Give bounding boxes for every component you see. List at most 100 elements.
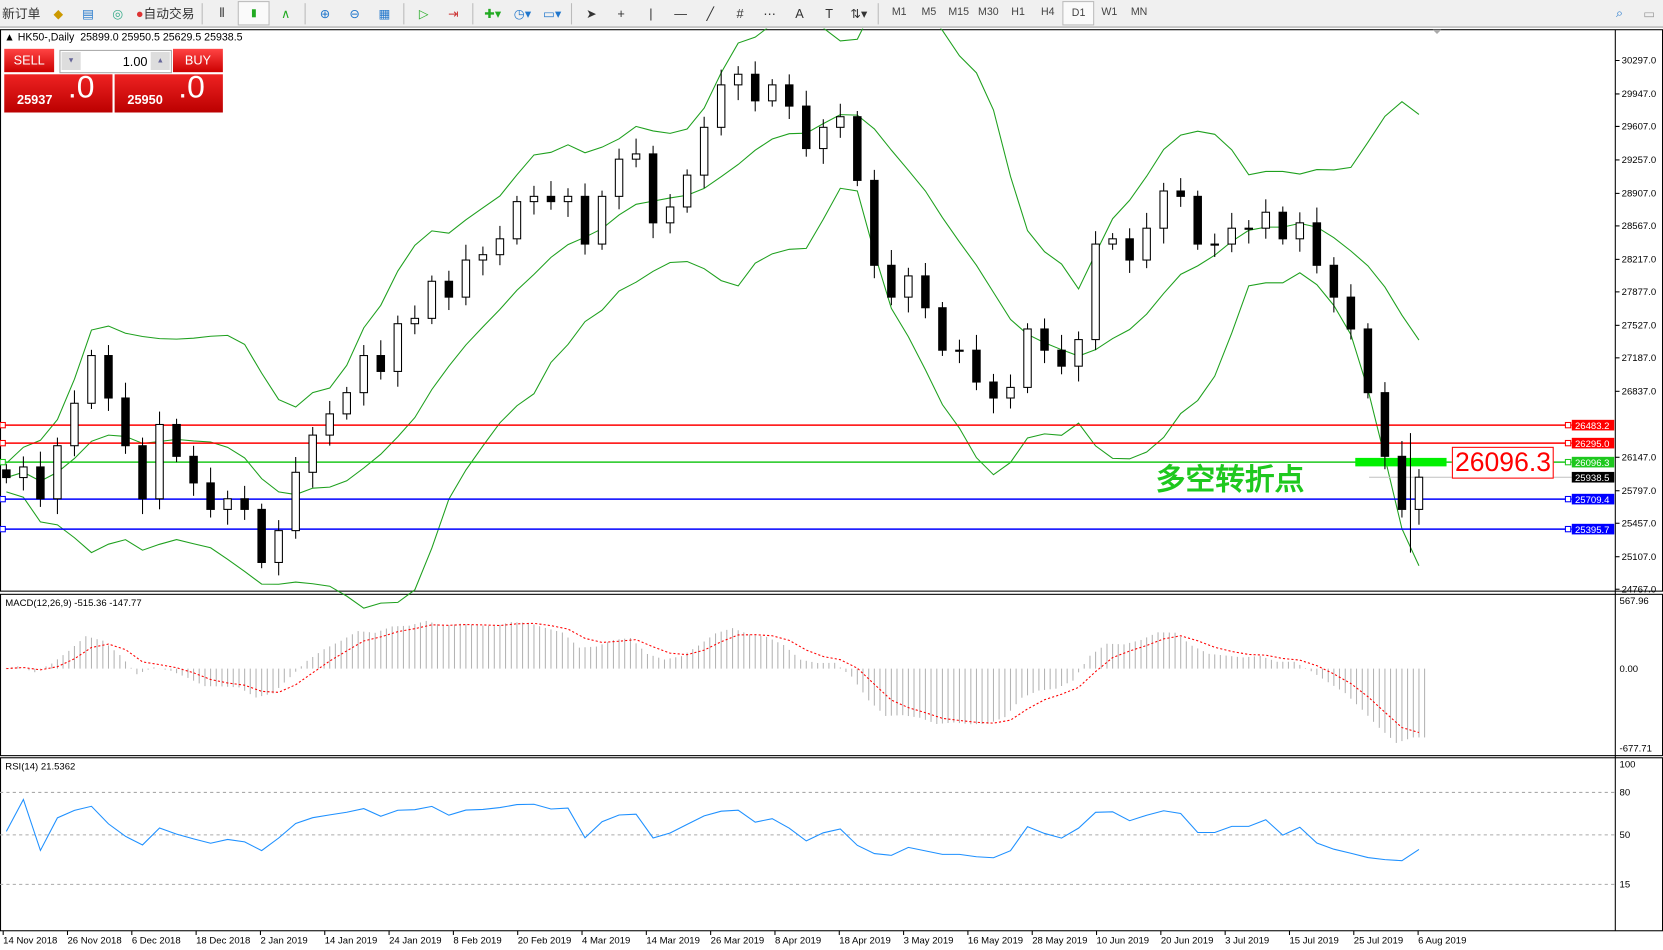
y-tick-label: 27877.0 [1622,287,1657,298]
timeframe-h1[interactable]: H1 [1011,6,1025,19]
line-chart-icon[interactable]: ∧ [281,5,291,21]
candle-body [921,275,930,309]
timeframe-m5[interactable]: M5 [921,6,937,19]
fibonacci-icon[interactable]: # [736,5,744,21]
x-tick-label: 14 Nov 2018 [3,935,57,946]
signal-icon[interactable]: ◎ [112,5,124,21]
candle [955,339,964,364]
price-label-bg [1571,493,1615,505]
candle [155,411,164,510]
sell-button[interactable]: SELL [4,48,55,73]
candle-body [1312,222,1322,266]
period-icon[interactable]: ◷▾ [513,5,532,21]
macd-title: MACD(12,26,9) -515.36 -147.77 [5,598,141,609]
candle-body [1074,339,1083,367]
chat-icon[interactable]: ▭ [1643,5,1656,21]
separator [403,2,405,24]
auto-trading-button[interactable]: ● 自动交易 [134,2,197,24]
timeframe-d1[interactable]: D1 [1062,1,1095,26]
y-tick-label: 27527.0 [1622,321,1657,332]
candle [427,275,437,325]
candle-body [733,73,743,86]
candle-body [53,445,62,500]
toolbar: 新订单 ◆ ▤ ◎ ● 自动交易 ⫴ ▮ ∧ ⊕ ⊖ ▦ ▷ ⇥ ✚▾ ◷▾ ▭▾… [0,0,1663,28]
candle-body [904,275,913,298]
zoom-out-icon[interactable]: ⊖ [349,5,361,21]
x-tick-label: 4 Mar 2019 [582,935,630,946]
buy-button[interactable]: BUY [172,48,223,73]
candle-body [989,381,998,399]
candle-body [1397,455,1407,510]
candle [1312,207,1322,274]
macd-tick-label: 0.00 [1620,664,1639,675]
templates-icon[interactable]: ▭▾ [542,5,562,21]
sell-price-pips: .0 [67,74,95,106]
arrows-icon[interactable]: ⇅▾ [850,5,868,21]
candle-body [716,84,726,128]
lots-decrease-icon[interactable]: ▼ [61,52,81,71]
candle [359,345,369,406]
candle-body [138,445,147,500]
history-icon[interactable]: ◆ [53,5,64,21]
x-tick-label: 2 Jan 2019 [260,935,307,946]
collapse-icon[interactable]: ▲ [4,31,15,44]
candle [1227,212,1236,253]
horizontal-line-icon[interactable]: — [674,5,687,21]
fibo-fan-icon[interactable]: ⋯ [763,5,777,21]
tile-windows-icon[interactable]: ▦ [378,5,391,21]
buy-price-button[interactable]: 25950 .0 [114,74,223,113]
candle-body [240,498,249,510]
candle-body [121,397,130,447]
y-tick-label: 30297.0 [1622,56,1657,67]
candle-body [223,498,232,510]
candle-body [614,158,624,197]
crosshair-icon[interactable]: + [617,5,625,21]
candle [802,90,811,157]
trendline-icon[interactable]: ╱ [706,5,715,21]
text-icon[interactable]: A [795,5,804,21]
search-icon[interactable]: ⌕ [1615,5,1624,21]
vertical-line-icon[interactable]: | [649,5,653,21]
line-handle [0,495,6,503]
price-label-bg [1571,471,1615,483]
candle-chart-icon[interactable]: ▮ [238,1,270,26]
cursor-icon[interactable]: ➤ [586,5,597,21]
separator [201,2,204,24]
terminal-icon[interactable]: ▤ [82,5,95,21]
timeframe-mn[interactable]: MN [1130,6,1148,19]
sell-price-button[interactable]: 25937 .0 [4,74,113,113]
chart-area[interactable]: 30297.0 29947.0 29607.0 29257.0 28907.0 28567… [0,28,1663,950]
candle-body [631,153,641,160]
line-handle [0,525,6,533]
candle [189,445,198,496]
pivot-annotation[interactable]: 多空转折点 [1155,461,1305,497]
candle [597,190,607,250]
candle [1346,284,1356,340]
candle [904,267,913,313]
timeframe-h4[interactable]: H4 [1041,6,1055,19]
ohlc-label: 25899.0 25950.5 25629.5 25938.5 [80,31,243,44]
one-click-trading-panel: SELL ▼ 1.00 ▲ BUY 25937 .0 25950 .0 [4,48,223,113]
indicators-icon[interactable]: ✚▾ [484,5,502,21]
zoom-in-icon[interactable]: ⊕ [319,5,331,21]
candle-body [1125,238,1134,261]
candle-body [1244,227,1254,230]
new-order-button[interactable]: 新订单 [0,2,42,24]
lots-increase-icon[interactable]: ▲ [150,52,170,71]
timeframe-m1[interactable]: M1 [891,6,907,19]
candle-body [19,466,28,479]
auto-scroll-icon[interactable]: ▷ [418,5,429,21]
lots-input[interactable]: ▼ 1.00 ▲ [59,49,172,74]
text-label-icon[interactable]: T [825,5,834,21]
bar-chart-icon[interactable]: ⫴ [219,5,225,21]
chart-shift-icon[interactable]: ⇥ [448,5,459,21]
candle [1261,199,1271,239]
candle-body [938,307,947,351]
y-tick-label: 28907.0 [1622,189,1657,200]
x-tick-label: 18 Apr 2019 [839,935,891,946]
pivot-price-label[interactable]: 26096.3 [1451,446,1555,479]
candle [36,451,45,507]
timeframe-m30[interactable]: M30 [978,6,999,19]
timeframe-m15[interactable]: M15 [948,6,969,19]
timeframe-w1[interactable]: W1 [1101,6,1118,19]
